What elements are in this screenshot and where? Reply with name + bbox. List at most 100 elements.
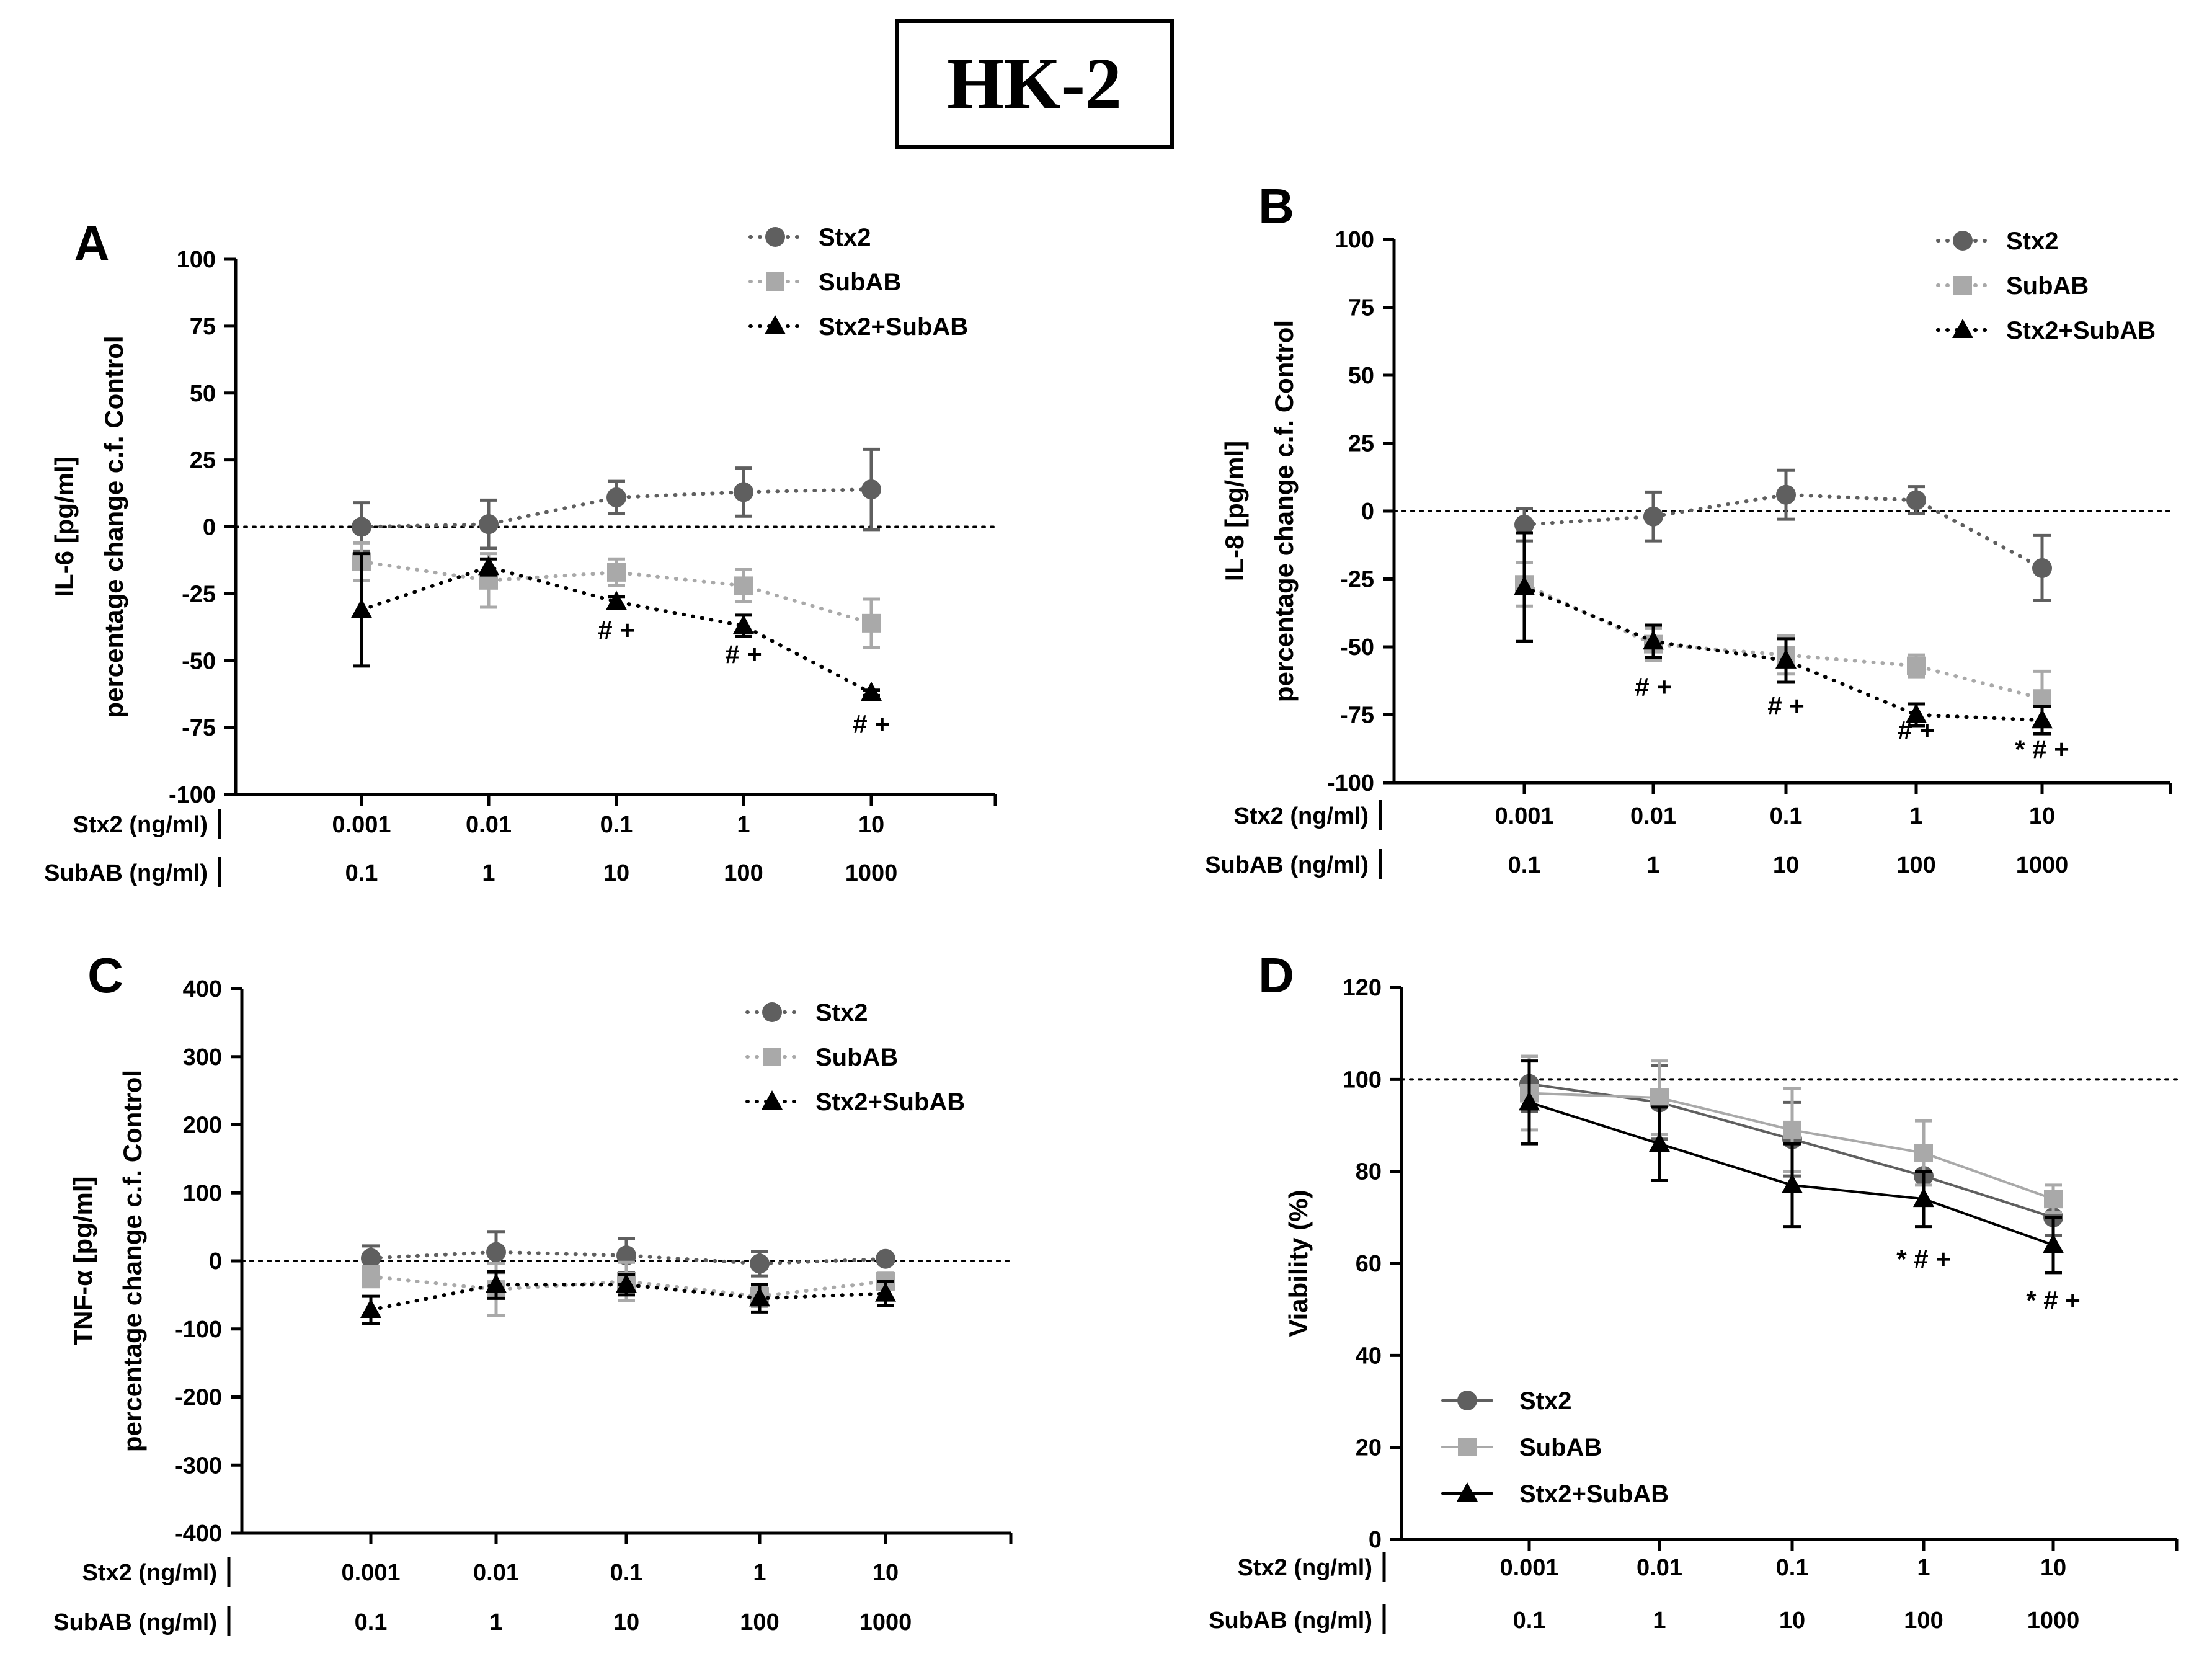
y-tick-label: 100 (1343, 1067, 1382, 1093)
series-line (1522, 585, 2044, 723)
data-point (750, 1253, 770, 1274)
data-point (876, 1248, 895, 1269)
panel-a-letter: A (74, 216, 110, 271)
y-tick-label: -50 (1340, 634, 1374, 661)
data-point (1906, 703, 1927, 723)
x-tick-label: 100 (740, 1609, 779, 1636)
y-tick-label: 120 (1343, 975, 1382, 1001)
data-point (2032, 558, 2052, 578)
data-point (1776, 484, 1796, 505)
legend-label: Stx2 (1519, 1387, 1572, 1415)
data-point (1783, 1120, 1801, 1139)
data-point (2043, 1234, 2064, 1253)
x-tick-label: 100 (1896, 852, 1935, 878)
series-stx2-subab (360, 1269, 896, 1325)
x-tick-label: 10 (613, 1609, 639, 1636)
y-tick-label: 0 (1369, 1527, 1382, 1553)
x-tick-label: 0.01 (1637, 1555, 1682, 1581)
significance-label: # + (1635, 672, 1672, 701)
series-line (360, 487, 873, 529)
x-tick-label: 10 (2040, 1555, 2066, 1581)
y-tick-label: -25 (1340, 567, 1374, 593)
y-axis-subtitle: percentage change c.f. Control (118, 1070, 147, 1452)
significance-label: * # + (2026, 1286, 2081, 1315)
data-point (1914, 1144, 1933, 1162)
legend-marker (765, 227, 785, 247)
x-tick-label: 1 (737, 812, 750, 838)
legend-label: Stx2+SubAB (1519, 1480, 1669, 1508)
data-point (606, 487, 626, 508)
figure-title: HK-2 (947, 43, 1122, 124)
legend-marker (762, 1002, 782, 1022)
y-axis-title: TNF-α [pg/ml] (68, 1176, 97, 1345)
data-point (1650, 1088, 1669, 1107)
x-tick-label: 10 (1773, 852, 1799, 878)
y-tick-label: 200 (183, 1113, 222, 1139)
series-line (369, 1283, 887, 1312)
y-tick-label: 100 (177, 247, 216, 273)
legend-label: Stx2 (2006, 228, 2059, 255)
y-tick-label: 80 (1356, 1159, 1382, 1185)
y-tick-label: -100 (175, 1317, 222, 1343)
x-tick-label: 0.01 (1630, 803, 1676, 829)
data-point (862, 613, 881, 633)
x-tick-label: 0.001 (1495, 803, 1553, 829)
x-tick-label: 0.1 (355, 1609, 388, 1636)
data-point (1514, 576, 1535, 595)
data-point (616, 1273, 637, 1293)
y-axis-subtitle: percentage change c.f. Control (1269, 320, 1299, 702)
panel-d-letter: D (1258, 948, 1294, 1003)
series-line (369, 1275, 887, 1299)
y-tick-label: -75 (182, 715, 216, 741)
data-point (734, 482, 753, 502)
y-axis-title: IL-6 [pg/ml] (50, 456, 79, 597)
legend-marker (1457, 1391, 1477, 1410)
series-stx2 (352, 447, 881, 553)
legend: Stx2 SubAB Stx2+SubAB (748, 224, 968, 340)
y-axis-title: Viability (%) (1284, 1190, 1313, 1337)
legend-marker (763, 1048, 781, 1066)
y-tick-label: 0 (1361, 499, 1374, 525)
y-tick-label: 300 (183, 1044, 222, 1070)
series-subab (352, 541, 881, 649)
data-point (479, 514, 499, 535)
x-row-label: Stx2 (ng/ml) (73, 812, 208, 838)
panel-c-letter: C (87, 948, 123, 1003)
legend: Stx2 SubAB Stx2+SubAB (1441, 1387, 1669, 1508)
significance-label: # + (1767, 692, 1805, 721)
data-point (733, 615, 754, 634)
legend-label: Stx2+SubAB (2006, 317, 2156, 344)
data-point (607, 563, 626, 582)
data-point (1907, 656, 1926, 675)
y-tick-label: -50 (182, 648, 216, 674)
x-tick-label: 0.001 (341, 1560, 400, 1586)
legend-label: Stx2 (815, 999, 868, 1026)
data-point (1775, 649, 1797, 669)
data-point (1514, 514, 1534, 535)
x-tick-label: 0.1 (600, 812, 633, 838)
significance-label: # + (598, 616, 635, 645)
y-tick-label: 50 (190, 381, 216, 407)
x-tick-label: 1000 (859, 1609, 912, 1636)
data-point (1906, 490, 1926, 510)
legend-label: SubAB (819, 269, 901, 296)
x-tick-label: 1 (1653, 1608, 1666, 1634)
panel-b: B 100 75 50 25 0 -25 -50 -75 -100 Stx2 (ng/ml) 0.00… (1205, 179, 2172, 879)
x-tick-label: 0.001 (1499, 1555, 1558, 1581)
y-tick-label: 0 (203, 515, 216, 541)
significance-label: # + (1898, 716, 1935, 745)
x-tick-label: 1000 (845, 860, 898, 886)
x-tick-label: 10 (858, 812, 884, 838)
y-tick-label: -100 (169, 782, 216, 808)
x-tick-label: 1 (489, 1609, 502, 1636)
y-tick-label: -25 (182, 581, 216, 607)
data-point (1782, 1173, 1803, 1193)
x-tick-label: 1 (1646, 852, 1659, 878)
data-point (861, 479, 881, 500)
y-tick-label: 100 (183, 1180, 222, 1206)
significance-label: # + (725, 640, 762, 669)
data-point (1519, 1091, 1540, 1111)
x-tick-label: 1 (1917, 1555, 1930, 1581)
